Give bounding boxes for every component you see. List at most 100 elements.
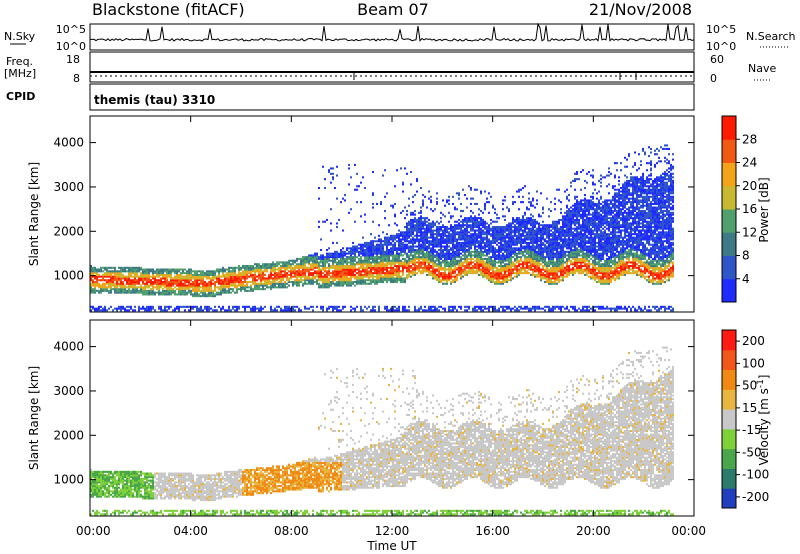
heatmap-cell	[420, 236, 422, 239]
heatmap-cell	[212, 270, 214, 273]
heatmap-cell	[422, 226, 424, 229]
heatmap-cell	[282, 286, 284, 289]
heatmap-cell	[170, 272, 172, 275]
heatmap-cell	[378, 250, 380, 253]
heatmap-cell	[394, 222, 396, 225]
heatmap-cell	[384, 217, 386, 220]
heatmap-cell	[240, 284, 242, 287]
heatmap-cell	[100, 270, 102, 273]
heatmap-cell	[402, 265, 404, 268]
heatmap-cell	[394, 241, 396, 244]
heatmap-cell	[140, 284, 142, 287]
heatmap-cell	[504, 247, 506, 250]
heatmap-cell	[542, 233, 544, 236]
heatmap-cell	[102, 266, 104, 269]
heatmap-cell	[284, 286, 286, 289]
heatmap-cell	[500, 231, 502, 234]
heatmap-cell	[458, 272, 460, 275]
heatmap-cell	[118, 277, 120, 280]
heatmap-cell	[362, 254, 364, 257]
heatmap-cell	[376, 240, 378, 243]
heatmap-cell	[176, 305, 178, 308]
heatmap-cell	[386, 307, 388, 310]
heatmap-cell	[534, 270, 536, 273]
heatmap-cell	[510, 236, 512, 239]
heatmap-cell	[410, 231, 412, 234]
heatmap-cell	[126, 291, 128, 294]
heatmap-cell	[306, 257, 308, 260]
heatmap-cell	[304, 265, 306, 268]
heatmap-cell	[466, 224, 468, 227]
heatmap-cell	[448, 305, 450, 308]
heatmap-cell	[532, 252, 534, 255]
heatmap-cell	[474, 305, 476, 308]
heatmap-cell	[248, 305, 250, 308]
heatmap-cell	[346, 273, 348, 276]
heatmap-cell	[186, 284, 188, 287]
heatmap-cell	[260, 305, 262, 308]
heatmap-cell	[422, 272, 424, 275]
heatmap-cell	[394, 273, 396, 276]
heatmap-cell	[308, 279, 310, 282]
heatmap-cell	[356, 281, 358, 284]
heatmap-cell	[404, 226, 406, 229]
heatmap-cell	[460, 265, 462, 268]
heatmap-cell	[354, 252, 356, 255]
heatmap-cell	[404, 231, 406, 234]
heatmap-cell	[274, 284, 276, 287]
heatmap-cell	[502, 215, 504, 218]
heatmap-cell	[270, 272, 272, 275]
heatmap-cell	[436, 240, 438, 243]
heatmap-cell	[342, 265, 344, 268]
heatmap-cell	[486, 243, 488, 246]
heatmap-cell	[356, 188, 358, 191]
heatmap-cell	[224, 291, 226, 294]
heatmap-cell	[478, 273, 480, 276]
heatmap-cell	[324, 279, 326, 282]
heatmap-cell	[404, 266, 406, 269]
heatmap-cell	[464, 194, 466, 197]
heatmap-cell	[360, 277, 362, 280]
heatmap-cell	[428, 231, 430, 234]
heatmap-cell	[394, 185, 396, 188]
heatmap-cell	[142, 307, 144, 310]
heatmap-cell	[300, 259, 302, 262]
heatmap-cell	[380, 252, 382, 255]
heatmap-cell	[324, 270, 326, 273]
heatmap-cell	[524, 263, 526, 266]
heatmap-cell	[370, 263, 372, 266]
heatmap-cell	[244, 288, 246, 291]
heatmap-cell	[102, 282, 104, 285]
heatmap-cell	[452, 272, 454, 275]
heatmap-cell	[424, 231, 426, 234]
heatmap-cell	[492, 240, 494, 243]
heatmap-cell	[422, 309, 424, 312]
heatmap-cell	[368, 259, 370, 262]
heatmap-cell	[112, 272, 114, 275]
heatmap-cell	[450, 272, 452, 275]
heatmap-cell	[204, 286, 206, 289]
heatmap-cell	[454, 250, 456, 253]
heatmap-cell	[404, 307, 406, 310]
heatmap-cell	[108, 307, 110, 310]
heatmap-cell	[490, 272, 492, 275]
heatmap-cell	[270, 273, 272, 276]
heatmap-cell	[132, 272, 134, 275]
heatmap-cell	[522, 220, 524, 223]
heatmap-cell	[368, 265, 370, 268]
heatmap-cell	[542, 224, 544, 227]
heatmap-cell	[252, 277, 254, 280]
heatmap-cell	[140, 279, 142, 282]
heatmap-cell	[258, 265, 260, 268]
heatmap-cell	[456, 254, 458, 257]
heatmap-cell	[426, 265, 428, 268]
heatmap-cell	[538, 236, 540, 239]
heatmap-cell	[210, 279, 212, 282]
heatmap-cell	[254, 284, 256, 287]
heatmap-cell	[482, 266, 484, 269]
heatmap-cell	[478, 224, 480, 227]
heatmap-cell	[414, 218, 416, 221]
heatmap-cell	[152, 273, 154, 276]
heatmap-cell	[428, 266, 430, 269]
heatmap-cell	[510, 243, 512, 246]
